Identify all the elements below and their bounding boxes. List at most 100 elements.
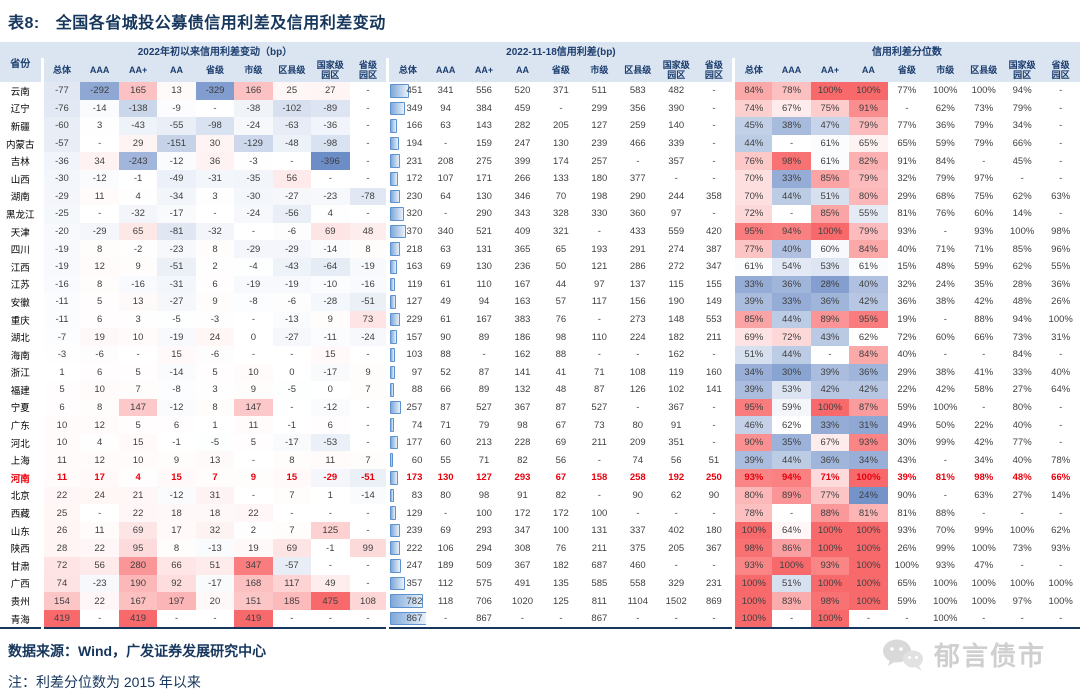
spread-cell: 357 xyxy=(386,574,427,593)
percentile-cell: - xyxy=(982,155,986,167)
change-cell: 12 xyxy=(80,451,119,470)
percentile-cell: 59% xyxy=(974,261,994,273)
percentile-cell: 59% xyxy=(897,595,917,607)
percentile-cell: 66% xyxy=(1051,472,1071,484)
change-cell: 11 xyxy=(80,521,119,540)
change-cell: 9 xyxy=(195,293,235,311)
change-cell: -14 xyxy=(157,363,196,382)
spread-cell: - xyxy=(636,613,640,625)
percentile-cell: 61% xyxy=(732,257,773,276)
change-cell: -11 xyxy=(40,293,81,311)
province-header: 省份 xyxy=(0,42,42,82)
spread-cell: - xyxy=(674,173,678,185)
spread-cell: 69 xyxy=(440,525,451,537)
percentile-cell: 100% xyxy=(849,521,888,540)
change-cell: -19 xyxy=(349,257,388,276)
change-cell: 280 xyxy=(118,557,158,575)
table-row: 海南 -3 -6-15 -6- -15-103 88-162 88- -162-51% 44% -… xyxy=(0,345,1080,364)
spread-cell: 163 xyxy=(386,257,427,276)
change-cell: -36 xyxy=(311,117,350,135)
spread-cell: - xyxy=(712,208,716,220)
change-cell: -7 xyxy=(40,328,81,346)
spread-cell: 166 xyxy=(386,117,427,135)
row-label: 重庆 xyxy=(10,315,30,327)
percentile-cell: 79% xyxy=(935,173,955,185)
percentile-cell: 94% xyxy=(1012,314,1032,326)
change-cell: 49 xyxy=(311,574,350,593)
change-cell: -1 xyxy=(118,169,158,188)
spread-cell: 70 xyxy=(555,190,567,202)
spread-cell: 575 xyxy=(476,577,492,589)
change-cell: 17 xyxy=(80,469,119,487)
data-source-text: 数据来源：Wind，广发证券发展研究中心 xyxy=(8,643,267,659)
percentile-cell: - xyxy=(982,507,986,519)
change-cell: -27 xyxy=(157,293,196,311)
change-cell: -17 xyxy=(157,205,196,223)
table-number: 表8: xyxy=(8,15,40,32)
change-cell: 73 xyxy=(349,310,388,329)
percentile-cell: 43% xyxy=(897,454,917,466)
row-label: 上海 xyxy=(10,456,30,468)
spread-cell: 213 xyxy=(476,437,492,449)
change-cell: 117 xyxy=(272,574,312,593)
change-cell: 10 xyxy=(40,416,81,434)
value-bar xyxy=(390,330,398,344)
spread-cell: 236 xyxy=(514,261,531,273)
change-cell: -89 xyxy=(311,99,350,118)
percentile-cell: 48% xyxy=(1012,296,1032,308)
spread-cell: - xyxy=(712,173,716,185)
change-cell: 15 xyxy=(157,345,196,364)
change-cell: 15 xyxy=(311,345,350,364)
change-cell: -17 xyxy=(311,363,350,382)
change-cell: 6 xyxy=(40,398,81,417)
percentile-cell: 59% xyxy=(935,138,955,150)
percentile-cell: - xyxy=(943,489,947,501)
value-bar xyxy=(390,189,401,204)
spread-cell: 90 xyxy=(708,489,720,501)
percentile-cell: 33% xyxy=(1012,366,1032,378)
percentile-cell: 84% xyxy=(1012,349,1032,361)
change-cell: 30 xyxy=(195,134,235,153)
spread-value: 230 xyxy=(406,190,423,202)
spread-cell: - xyxy=(597,226,601,238)
percentile-cell: - xyxy=(982,349,986,361)
spread-cell: 87 xyxy=(440,401,451,413)
spread-cell: 66 xyxy=(440,384,451,396)
change-cell: -29 xyxy=(40,187,81,206)
spread-cell: 460 xyxy=(629,560,646,572)
percentile-cell: 32% xyxy=(897,278,917,290)
percentile-cell: 77% xyxy=(897,85,917,97)
change-cell: 7 xyxy=(349,451,388,470)
change-cell: -16 xyxy=(40,275,81,294)
column-header: AAA xyxy=(772,58,811,82)
percentile-cell: 93% xyxy=(849,433,888,452)
spread-cell: 87 xyxy=(478,366,490,378)
change-cell: 13 xyxy=(195,451,235,470)
spread-cell: - xyxy=(559,102,563,114)
change-cell: 9 xyxy=(118,257,158,276)
change-cell: - xyxy=(98,507,102,519)
change-cell: -11 xyxy=(40,310,81,329)
change-cell: 24 xyxy=(80,486,119,505)
change-cell: 7 xyxy=(272,486,312,505)
change-cell: -30 xyxy=(234,187,273,206)
percentile-cell: 83% xyxy=(772,592,811,610)
percentile-cell: 80% xyxy=(849,187,888,206)
change-cell: -77 xyxy=(40,82,81,100)
change-cell: -5 xyxy=(157,310,196,329)
spread-cell: 60 xyxy=(440,437,451,449)
spread-cell: 127 xyxy=(476,472,492,484)
spread-cell: 90 xyxy=(632,489,644,501)
change-cell: 95 xyxy=(118,539,158,558)
spread-cell: 88 xyxy=(440,349,451,361)
value-bar xyxy=(390,400,402,415)
percentile-cell: 90% xyxy=(732,433,773,452)
table-row: 辽宁 -76 -14 -138 -9 - -38 -102 -89 - 349 94 384 459 - 29… xyxy=(0,99,1080,118)
change-cell: 12 xyxy=(80,416,119,434)
spread-cell: 370 xyxy=(386,222,427,241)
value-bar xyxy=(390,576,406,591)
group-header-pct: 信用利差分位数 xyxy=(733,42,1080,58)
percentile-cell: 72% xyxy=(732,205,773,223)
change-cell: -38 xyxy=(234,99,273,118)
spread-cell: 52 xyxy=(440,366,451,378)
